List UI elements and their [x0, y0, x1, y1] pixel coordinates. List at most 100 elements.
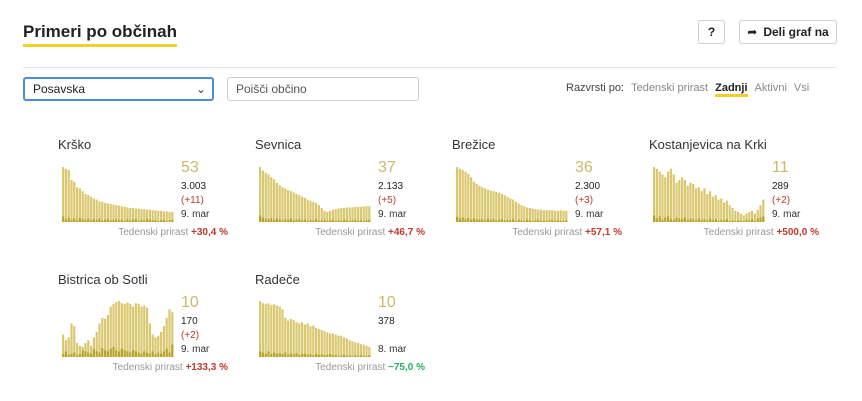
share-label: Deli graf na [763, 25, 829, 39]
daily-bar [123, 350, 126, 357]
daily-bar [534, 220, 537, 222]
municipality-card[interactable]: Brežice 36 2.300 (+3) 9. mar Tedenski prirast… [452, 137, 622, 247]
active-bar [143, 305, 146, 357]
municipality-card[interactable]: Bistrica ob Sotli 10 170 (+2) 9. mar Tedenski… [58, 272, 228, 382]
active-bar [95, 199, 98, 222]
daily-bar [98, 352, 101, 357]
daily-bar [351, 220, 354, 222]
daily-bar [162, 219, 165, 222]
active-bar [273, 304, 276, 357]
active-bar [554, 210, 557, 222]
active-bar [261, 303, 264, 357]
daily-delta: (+2) [772, 195, 791, 206]
sort-option-active[interactable]: Aktivni [754, 82, 787, 94]
active-bar [489, 190, 492, 222]
daily-bar [109, 220, 112, 222]
daily-bar [484, 220, 487, 222]
daily-bar [362, 220, 365, 222]
daily-bar [90, 353, 93, 357]
active-bar [340, 208, 343, 222]
daily-bar [689, 218, 692, 222]
active-bar [329, 210, 332, 222]
municipality-card[interactable]: Kostanjevica na Krki 11 289 (+2) 9. mar Teden… [649, 137, 819, 247]
active-bar [106, 203, 109, 222]
active-bar [267, 174, 270, 222]
active-bar [486, 189, 489, 222]
weekly-growth: Tedenski prirast +46,7 % [315, 227, 425, 238]
daily-bar [267, 219, 270, 222]
daily-bar [95, 351, 98, 357]
daily-bar [270, 354, 273, 357]
last-date: 9. mar [181, 344, 210, 355]
active-bar [728, 205, 731, 222]
active-bar [329, 333, 332, 357]
active-bar [672, 174, 675, 222]
active-bar [658, 171, 661, 222]
daily-bar [703, 219, 706, 222]
active-bar [731, 208, 734, 222]
sort-option-all[interactable]: Vsi [793, 82, 810, 94]
active-bar [281, 187, 284, 222]
daily-bar [672, 219, 675, 222]
daily-bar [120, 348, 123, 357]
daily-bar [165, 220, 168, 222]
sparkline-chart [62, 167, 174, 222]
daily-bar [467, 218, 470, 222]
daily-bar [526, 219, 529, 222]
search-input[interactable] [227, 77, 419, 101]
active-bar [267, 303, 270, 357]
active-bar [67, 337, 70, 357]
active-bar [362, 344, 365, 357]
daily-bar [284, 352, 287, 357]
municipality-card[interactable]: Radeče 10 378 8. mar Tedenski prirast −75,0 … [255, 272, 425, 382]
active-bar [81, 191, 84, 222]
daily-bar [281, 354, 284, 357]
daily-bar [742, 220, 745, 222]
municipality-card[interactable]: Sevnica 37 2.133 (+5) 9. mar Tedenski prirast… [255, 137, 425, 247]
municipality-card[interactable]: Krško 53 3.003 (+11) 9. mar Tedenski prirast … [58, 137, 228, 247]
region-select[interactable]: Posavska ⌄ [23, 77, 214, 101]
active-bar [165, 211, 168, 222]
active-bar [140, 209, 143, 222]
daily-bar [146, 352, 149, 357]
daily-bar [264, 353, 267, 357]
active-bar [742, 215, 745, 222]
active-bar [348, 340, 351, 357]
active-bar [312, 201, 315, 222]
daily-bar [62, 216, 65, 222]
sort-option-weekly[interactable]: Tedenski prirast [631, 82, 709, 94]
last-date: 9. mar [772, 209, 801, 220]
daily-bar [315, 353, 318, 357]
daily-bar [331, 219, 334, 222]
daily-bar [337, 355, 340, 357]
active-bar [76, 343, 79, 357]
daily-bar [456, 216, 459, 222]
active-bar [464, 171, 467, 222]
daily-bar [315, 219, 318, 222]
daily-bar [351, 355, 354, 357]
active-bar [345, 207, 348, 222]
region-select-value: Posavska [33, 82, 86, 96]
active-bar [368, 346, 371, 357]
active-bar [92, 337, 95, 357]
daily-bar [751, 219, 754, 222]
daily-bar [309, 219, 312, 222]
daily-bar [287, 219, 290, 222]
last-date: 9. mar [181, 209, 210, 220]
active-bar [461, 169, 464, 222]
daily-bar [697, 218, 700, 222]
sort-option-latest[interactable]: Zadnji [715, 82, 748, 97]
active-bar [323, 331, 326, 357]
daily-bar [500, 219, 503, 222]
active-bar [160, 331, 163, 357]
daily-bar [709, 218, 712, 222]
daily-bar [745, 219, 748, 222]
daily-bar [289, 218, 292, 222]
daily-bar [725, 219, 728, 222]
share-button[interactable]: ➦ Deli graf na [739, 20, 837, 44]
daily-bar [295, 219, 298, 222]
daily-bar [359, 220, 362, 222]
daily-bar [259, 351, 262, 357]
help-button[interactable]: ? [698, 20, 725, 44]
daily-bar [289, 353, 292, 357]
